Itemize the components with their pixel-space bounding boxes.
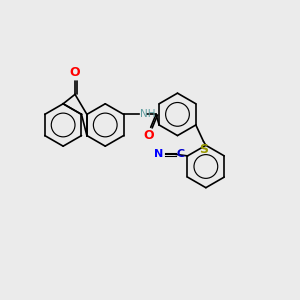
Text: C: C bbox=[177, 149, 185, 159]
Text: O: O bbox=[70, 66, 80, 79]
Text: S: S bbox=[199, 143, 208, 156]
Text: NH: NH bbox=[140, 109, 156, 119]
Text: N: N bbox=[154, 149, 163, 159]
Text: O: O bbox=[143, 129, 154, 142]
